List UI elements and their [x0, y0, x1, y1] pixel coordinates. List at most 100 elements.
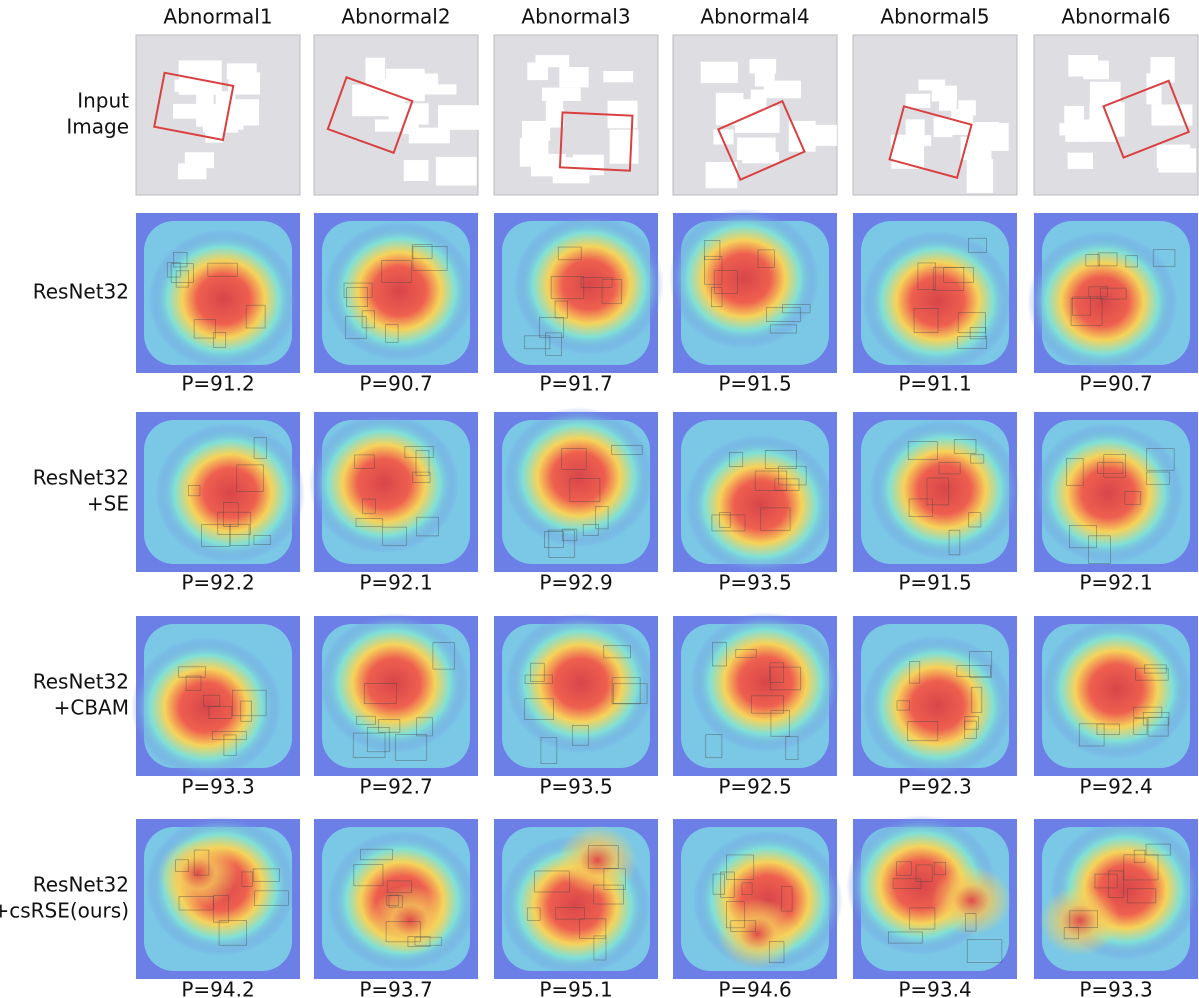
- floor-plan-outline: [354, 454, 375, 469]
- floor-plan-outline: [703, 240, 721, 260]
- floor-plan-outline: [964, 720, 977, 739]
- heatmap: [853, 616, 1017, 776]
- heat-blob: [505, 613, 656, 754]
- floor-plan-outline: [386, 894, 399, 906]
- floor-plan-outline: [572, 725, 589, 746]
- floor-plan-outline: [611, 677, 641, 705]
- floor-plan: [559, 66, 589, 88]
- score-label: P=90.7: [1079, 372, 1152, 396]
- row-label: +CBAM: [54, 696, 129, 720]
- floor-plan-outline: [611, 444, 643, 455]
- floor-plan-outline: [178, 666, 206, 678]
- heat-blob: [131, 637, 282, 778]
- floor-plan-outline: [612, 683, 648, 704]
- floor-plan-outline: [1124, 491, 1142, 505]
- floor-plan-outline: [245, 304, 266, 329]
- floor-plan-outline: [253, 437, 267, 459]
- floor-plan-outline: [908, 498, 933, 517]
- floor-plan-outline: [253, 535, 271, 545]
- floor-plan-outline: [185, 675, 202, 691]
- floor-plan: [974, 122, 1000, 141]
- floor-plan: [1068, 55, 1098, 77]
- floor-plan: [385, 68, 425, 102]
- floor-plan-outline: [1145, 843, 1171, 856]
- floor-plan-outline: [1070, 298, 1103, 326]
- floor-plan-outline: [909, 907, 936, 930]
- floor-plan-outline: [1088, 286, 1108, 298]
- score-label: P=94.6: [718, 978, 791, 998]
- floor-plan-outline: [213, 895, 229, 923]
- floor-plan-outline: [913, 308, 939, 333]
- heat-blob: [1041, 618, 1192, 759]
- floor-plan-outline: [360, 848, 393, 861]
- heat-blob: [157, 838, 238, 909]
- floor-plan-outline: [956, 665, 991, 677]
- input-image: [313, 34, 480, 196]
- floor-plan-outline: [223, 502, 239, 527]
- floor-plan-outline: [714, 270, 738, 295]
- heat-blob: [931, 865, 1012, 936]
- heatmap: [1034, 819, 1199, 979]
- floor-plan: [1089, 102, 1125, 137]
- input-image: [135, 34, 301, 196]
- heatmap: [136, 213, 300, 373]
- score-label: P=93.5: [539, 775, 612, 799]
- floor-plan-outline: [207, 262, 238, 277]
- floor-plan: [545, 94, 564, 127]
- score-label: P=91.2: [181, 372, 254, 396]
- floor-plan: [609, 129, 639, 164]
- floor-plan-outline: [385, 324, 399, 343]
- floor-plan: [1151, 104, 1193, 126]
- heat-blob: [148, 229, 299, 370]
- floor-plan-outline: [726, 854, 755, 880]
- floor-plan-outline: [175, 270, 189, 288]
- floor-plan-outline: [730, 920, 756, 932]
- floor-plan: [435, 156, 477, 186]
- floor-plan-outline: [969, 327, 987, 340]
- floor-plan-outline: [1097, 462, 1124, 474]
- heatmap: [131, 616, 300, 778]
- floor-plan-outline: [1125, 255, 1138, 268]
- floor-plan-outline: [915, 864, 933, 882]
- floor-plan-outline: [764, 450, 797, 469]
- floor-plan-outline: [705, 734, 723, 759]
- floor-plan: [521, 121, 551, 141]
- score-label: P=92.9: [539, 571, 612, 595]
- heatmap: [853, 213, 1017, 373]
- floor-plan: [408, 127, 450, 144]
- floor-plan-outline: [770, 710, 790, 737]
- floor-plan-outline: [593, 884, 624, 905]
- floor-plan-outline: [382, 526, 407, 546]
- score-label: P=90.7: [359, 372, 432, 396]
- floor-plan-outline: [1085, 254, 1100, 267]
- floor-plan-outline: [411, 244, 433, 259]
- floor-plan: [531, 153, 566, 177]
- floor-plan: [918, 79, 946, 91]
- row-label: ResNet32: [33, 466, 129, 490]
- region-box: [716, 99, 806, 182]
- floor-plan-outline: [593, 935, 607, 961]
- heatmap: [314, 213, 478, 373]
- floor-plan-outline: [969, 651, 993, 678]
- floor-plan-outline: [175, 859, 189, 872]
- floor-plan-outline: [1088, 535, 1111, 564]
- floor-plan: [228, 72, 261, 95]
- floor-plan: [905, 119, 925, 148]
- heatmap: [314, 613, 478, 776]
- floor-plan-outline: [385, 921, 421, 943]
- floor-plan-outline: [970, 686, 983, 713]
- floor-plan-outline: [254, 890, 289, 906]
- row-label: ResNet32: [33, 670, 129, 694]
- floor-plan-outline: [711, 287, 723, 308]
- floor-plan-outline: [1069, 910, 1098, 928]
- heat-blob: [1039, 885, 1120, 956]
- heatmap: [136, 412, 306, 572]
- floor-plan-outline: [352, 732, 386, 758]
- floor-plan-outline: [193, 319, 216, 339]
- heat-blob: [862, 231, 1013, 372]
- heatmap: [673, 412, 837, 575]
- floor-plan: [374, 119, 404, 132]
- floor-plan-outline: [356, 715, 376, 725]
- score-label: P=92.7: [359, 775, 432, 799]
